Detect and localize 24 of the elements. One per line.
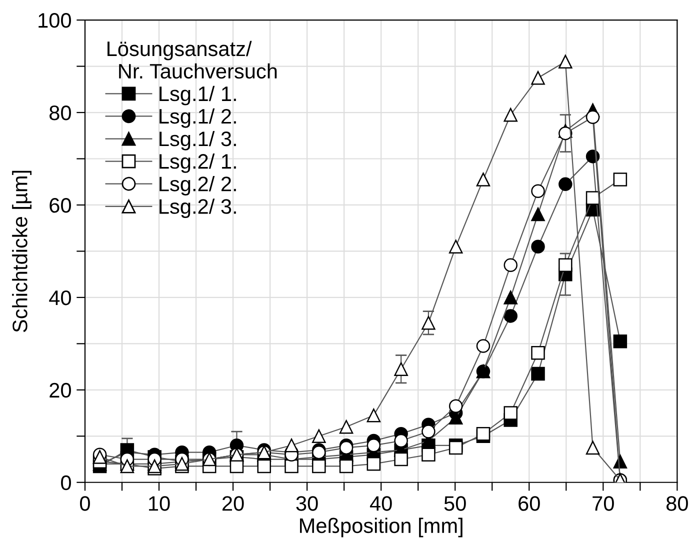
x-axis-title: Meßposition [mm] — [300, 518, 462, 538]
x-tick-label: 80 — [666, 496, 688, 511]
x-tick-label: 40 — [370, 496, 392, 511]
x-tick-label: 0 — [80, 496, 90, 511]
x-tick-label: 10 — [149, 496, 170, 511]
legend-label: Lsg.2/ 1. — [160, 154, 236, 173]
legend-title: Lösungsansatz/ Nr. Tauchversuch — [108, 40, 277, 79]
y-tick-label: 100 — [38, 13, 71, 28]
legend-label: Lsg.1/ 2. — [160, 108, 236, 128]
x-tick-label: 60 — [518, 496, 540, 511]
x-tick-label: 70 — [592, 496, 614, 511]
y-tick-label: 0 — [61, 475, 71, 490]
legend-label: Lsg.2/ 3. — [160, 198, 236, 218]
x-tick-label: 20 — [222, 496, 244, 511]
x-tick-label: 30 — [296, 496, 318, 511]
legend-label: Lsg.2/ 2. — [160, 176, 236, 196]
y-tick-label: 20 — [50, 382, 71, 398]
y-tick-label: 60 — [50, 198, 71, 213]
y-tick-label: 80 — [50, 106, 71, 120]
legend-label: Lsg.1/ 1. — [160, 86, 236, 106]
y-axis-title: Schichtdicke [µm] — [12, 170, 32, 332]
legend-label: Lsg.1/ 3. — [160, 130, 236, 150]
y-tick-label: 40 — [49, 290, 71, 306]
x-tick-label: 50 — [444, 496, 466, 511]
